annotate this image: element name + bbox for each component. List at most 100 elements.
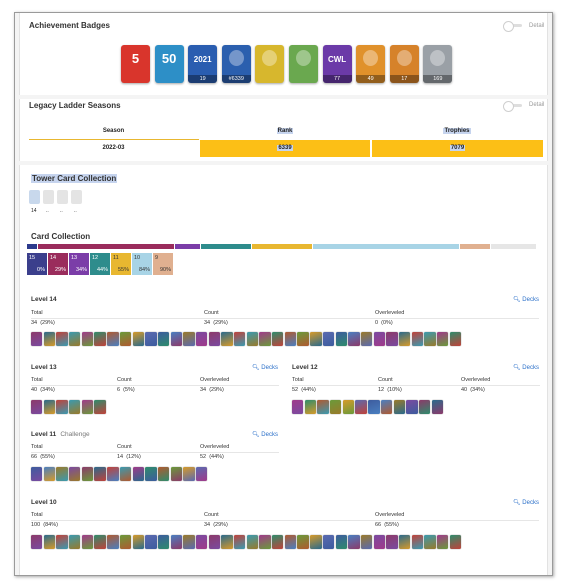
level13-decks-link[interactable]: 🔍︎ Decks <box>252 364 278 371</box>
card-thumbnail[interactable] <box>373 535 385 549</box>
card-thumbnail[interactable] <box>43 467 56 481</box>
crl-badge[interactable] <box>288 45 318 83</box>
card-thumbnail[interactable] <box>322 535 335 549</box>
card-thumbnail[interactable] <box>170 332 182 346</box>
card-thumbnail[interactable] <box>31 332 43 346</box>
card-thumbnail[interactable] <box>259 332 271 346</box>
card-thumbnail[interactable] <box>411 332 424 346</box>
card-thumbnail[interactable] <box>398 535 411 549</box>
card-thumbnail[interactable] <box>437 535 449 549</box>
level10-decks-link[interactable]: 🔍︎ Decks <box>513 499 539 506</box>
cwl-badge[interactable]: CWL 77 <box>322 45 352 83</box>
challenge-badge[interactable]: 49 <box>356 45 386 83</box>
card-thumbnail[interactable] <box>31 467 43 481</box>
card-thumbnail[interactable] <box>56 332 68 346</box>
card-thumbnail[interactable] <box>234 535 246 549</box>
card-thumbnail[interactable] <box>330 400 342 414</box>
card-thumbnail[interactable] <box>183 467 195 481</box>
card-thumbnail[interactable] <box>360 535 373 549</box>
tower-card-royal-chef[interactable] <box>71 190 82 204</box>
card-thumbnail[interactable] <box>431 400 443 414</box>
card-thumbnail[interactable] <box>272 332 284 346</box>
card-thumbnail[interactable] <box>335 535 347 549</box>
card-thumbnail[interactable] <box>380 400 393 414</box>
years-badge[interactable]: 5 <box>121 45 150 83</box>
card-thumbnail[interactable] <box>107 535 119 549</box>
card-thumbnail[interactable] <box>355 400 367 414</box>
card-thumbnail[interactable] <box>418 400 431 414</box>
card-thumbnail[interactable] <box>145 535 157 549</box>
card-thumbnail[interactable] <box>132 535 144 549</box>
card-thumbnail[interactable] <box>368 400 380 414</box>
level-13-box[interactable]: 13 34% <box>69 253 89 275</box>
card-thumbnail[interactable] <box>81 332 94 346</box>
level14-decks-link[interactable]: 🔍︎ Decks <box>513 296 539 303</box>
card-thumbnail[interactable] <box>348 332 360 346</box>
card-thumbnail[interactable] <box>297 535 309 549</box>
level-11-box[interactable]: 11 55% <box>111 253 131 275</box>
card-thumbnail[interactable] <box>43 332 56 346</box>
card-thumbnail[interactable] <box>132 467 144 481</box>
card-thumbnail[interactable] <box>119 467 132 481</box>
card-thumbnail[interactable] <box>157 535 170 549</box>
card-thumbnail[interactable] <box>119 332 132 346</box>
card-thumbnail[interactable] <box>246 535 259 549</box>
card-thumbnail[interactable] <box>94 535 106 549</box>
card-thumbnail[interactable] <box>43 400 56 414</box>
card-thumbnail[interactable] <box>56 467 68 481</box>
card-thumbnail[interactable] <box>69 467 81 481</box>
card-thumbnail[interactable] <box>386 535 398 549</box>
ladder-rank-badge[interactable]: #6339 <box>221 45 251 83</box>
card-thumbnail[interactable] <box>424 332 436 346</box>
level-15-box[interactable]: 15 0% <box>27 253 47 275</box>
card-thumbnail[interactable] <box>81 467 94 481</box>
card-thumbnail[interactable] <box>297 332 309 346</box>
card-thumbnail[interactable] <box>195 467 208 481</box>
tournament-badge[interactable] <box>255 45 285 83</box>
card-thumbnail[interactable] <box>322 332 335 346</box>
tower-card-cannoneer[interactable] <box>43 190 54 204</box>
card-thumbnail[interactable] <box>335 332 347 346</box>
card-thumbnail[interactable] <box>310 535 322 549</box>
card-thumbnail[interactable] <box>170 467 182 481</box>
arena-badge[interactable]: 169 <box>423 45 453 83</box>
card-thumbnail[interactable] <box>107 332 119 346</box>
legacy-detail-toggle[interactable] <box>503 101 522 112</box>
card-thumbnail[interactable] <box>284 332 297 346</box>
level-10-box[interactable]: 10 84% <box>132 253 152 275</box>
achievement-detail-toggle[interactable] <box>503 21 522 32</box>
card-thumbnail[interactable] <box>386 332 398 346</box>
card-thumbnail[interactable] <box>183 332 195 346</box>
card-thumbnail[interactable] <box>208 535 221 549</box>
card-thumbnail[interactable] <box>94 332 106 346</box>
card-thumbnail[interactable] <box>170 535 182 549</box>
card-thumbnail[interactable] <box>183 535 195 549</box>
card-thumbnail[interactable] <box>69 400 81 414</box>
level11-decks-link[interactable]: 🔍︎ Decks <box>252 431 278 438</box>
card-thumbnail[interactable] <box>221 332 233 346</box>
card-thumbnail[interactable] <box>449 535 462 549</box>
card-thumbnail[interactable] <box>94 400 106 414</box>
card-thumbnail[interactable] <box>259 535 271 549</box>
card-thumbnail[interactable] <box>107 467 119 481</box>
card-thumbnail[interactable] <box>272 535 284 549</box>
card-thumbnail[interactable] <box>145 467 157 481</box>
card-thumbnail[interactable] <box>234 332 246 346</box>
level-9-box[interactable]: 9 90% <box>153 253 173 275</box>
tower-card-princess[interactable] <box>29 190 40 204</box>
card-thumbnail[interactable] <box>56 535 68 549</box>
card-thumbnail[interactable] <box>360 332 373 346</box>
card-thumbnail[interactable] <box>208 332 221 346</box>
classic-wins-badge[interactable]: 50 <box>154 45 184 83</box>
card-thumbnail[interactable] <box>157 332 170 346</box>
card-thumbnail[interactable] <box>157 467 170 481</box>
level-14-box[interactable]: 14 29% <box>48 253 68 275</box>
card-thumbnail[interactable] <box>348 535 360 549</box>
card-thumbnail[interactable] <box>119 535 132 549</box>
card-thumbnail[interactable] <box>304 400 317 414</box>
card-thumbnail[interactable] <box>43 535 56 549</box>
card-thumbnail[interactable] <box>195 332 208 346</box>
card-thumbnail[interactable] <box>406 400 418 414</box>
card-thumbnail[interactable] <box>393 400 405 414</box>
card-thumbnail[interactable] <box>411 535 424 549</box>
